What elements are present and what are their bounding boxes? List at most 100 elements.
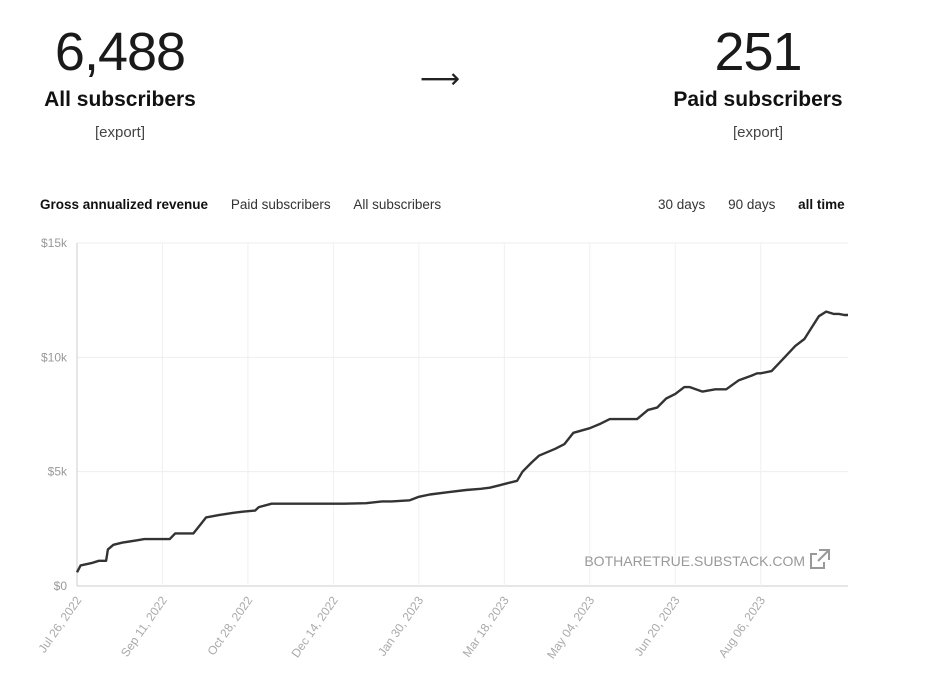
data-point — [555, 448, 556, 449]
data-point — [811, 327, 812, 328]
data-point — [105, 560, 106, 561]
tab-30-days[interactable]: 30 days — [658, 197, 706, 212]
data-point — [91, 563, 92, 564]
data-point — [689, 386, 690, 387]
data-point — [847, 314, 848, 315]
data-point — [826, 311, 827, 312]
data-point — [756, 373, 757, 374]
data-point — [366, 503, 367, 504]
data-point — [818, 316, 819, 317]
paid-subscribers-count: 251 — [714, 22, 802, 82]
range-tabs: 30 days 90 days all time — [658, 197, 864, 212]
data-point — [480, 488, 481, 489]
data-point — [206, 517, 207, 518]
data-point — [795, 345, 796, 346]
data-point — [466, 489, 467, 490]
x-tick-label: Aug 06, 2023 — [716, 593, 769, 660]
data-point — [600, 423, 601, 424]
data-point — [80, 565, 81, 566]
tab-all-subscribers[interactable]: All subscribers — [353, 197, 442, 212]
data-point — [429, 494, 430, 495]
data-point — [76, 572, 77, 573]
y-tick-label: $10k — [41, 350, 68, 364]
paid-subscribers-label: Paid subscribers — [673, 88, 843, 111]
data-point — [382, 501, 383, 502]
data-point — [636, 418, 637, 419]
data-point — [113, 544, 114, 545]
data-point — [344, 503, 345, 504]
data-point — [233, 512, 234, 513]
all-subscribers-stat: 6,488 All subscribers [export] — [0, 22, 240, 141]
data-point — [409, 500, 410, 501]
x-tick-label: Jan 30, 2023 — [375, 593, 426, 658]
data-point — [538, 455, 539, 456]
data-point — [751, 375, 752, 376]
data-point — [564, 444, 565, 445]
revenue-series-line — [75, 310, 848, 573]
data-point — [169, 539, 170, 540]
data-point — [627, 418, 628, 419]
data-point — [122, 542, 123, 543]
data-point — [675, 393, 676, 394]
data-point — [684, 386, 685, 387]
data-point — [498, 485, 499, 486]
data-point — [522, 471, 523, 472]
data-point — [447, 492, 448, 493]
data-point — [309, 503, 310, 504]
watermark-label: BOTHARETRUE.SUBSTACK.COM — [584, 553, 805, 569]
data-point — [666, 398, 667, 399]
data-point — [333, 503, 334, 504]
data-point — [136, 540, 137, 541]
y-tick-label: $0 — [54, 579, 68, 593]
data-point — [193, 533, 194, 534]
arrow-right-icon: ⟶ — [420, 63, 461, 94]
data-point — [702, 391, 703, 392]
tab-gross-annualized-revenue[interactable]: Gross annualized revenue — [40, 197, 209, 212]
y-tick-label: $15k — [41, 236, 68, 250]
external-link-icon[interactable] — [810, 549, 830, 569]
data-point — [589, 428, 590, 429]
x-tick-label: Mar 18, 2023 — [460, 593, 512, 659]
data-point — [804, 338, 805, 339]
data-point — [242, 511, 243, 512]
data-point — [489, 487, 490, 488]
data-point — [218, 515, 219, 516]
tab-paid-subscribers[interactable]: Paid subscribers — [230, 197, 331, 212]
data-point — [844, 314, 845, 315]
x-tick-label: May 04, 2023 — [544, 593, 597, 661]
data-point — [391, 501, 392, 502]
x-tick-label: Dec 14, 2022 — [288, 593, 341, 660]
data-point — [782, 359, 783, 360]
data-point — [144, 539, 145, 540]
y-tick-label: $5k — [48, 465, 68, 479]
x-tick-label: Jun 20, 2023 — [631, 593, 682, 658]
data-point — [531, 462, 532, 463]
x-tick-label: Oct 28, 2022 — [205, 593, 256, 658]
data-point — [98, 560, 99, 561]
metric-tabs: Gross annualized revenue Paid subscriber… — [40, 197, 460, 212]
all-subscribers-export-link[interactable]: [export] — [94, 124, 146, 141]
x-tick-label: Jul 26, 2022 — [35, 593, 84, 655]
data-point — [726, 389, 727, 390]
data-point — [573, 432, 574, 433]
revenue-chart: $0 $5k $10k $15k Jul 26, 2022 Sep 11, 2022 Oct… — [35, 236, 848, 661]
data-point — [255, 510, 256, 511]
data-point — [609, 418, 610, 419]
all-subscribers-count: 6,488 — [54, 22, 186, 82]
data-point — [258, 507, 259, 508]
paid-subscribers-export-link[interactable]: [export] — [732, 124, 784, 141]
data-point — [418, 496, 419, 497]
x-tick-label: Sep 11, 2022 — [118, 593, 170, 659]
tab-all-time[interactable]: all time — [798, 197, 845, 212]
data-point — [175, 533, 176, 534]
data-point — [507, 483, 508, 484]
data-point — [656, 407, 657, 408]
data-point — [771, 370, 772, 371]
data-point — [715, 389, 716, 390]
data-point — [838, 313, 839, 314]
tab-90-days[interactable]: 90 days — [728, 197, 776, 212]
data-point — [107, 549, 108, 550]
data-point — [200, 524, 201, 525]
all-subscribers-label: All subscribers — [44, 88, 196, 111]
data-point — [516, 480, 517, 481]
